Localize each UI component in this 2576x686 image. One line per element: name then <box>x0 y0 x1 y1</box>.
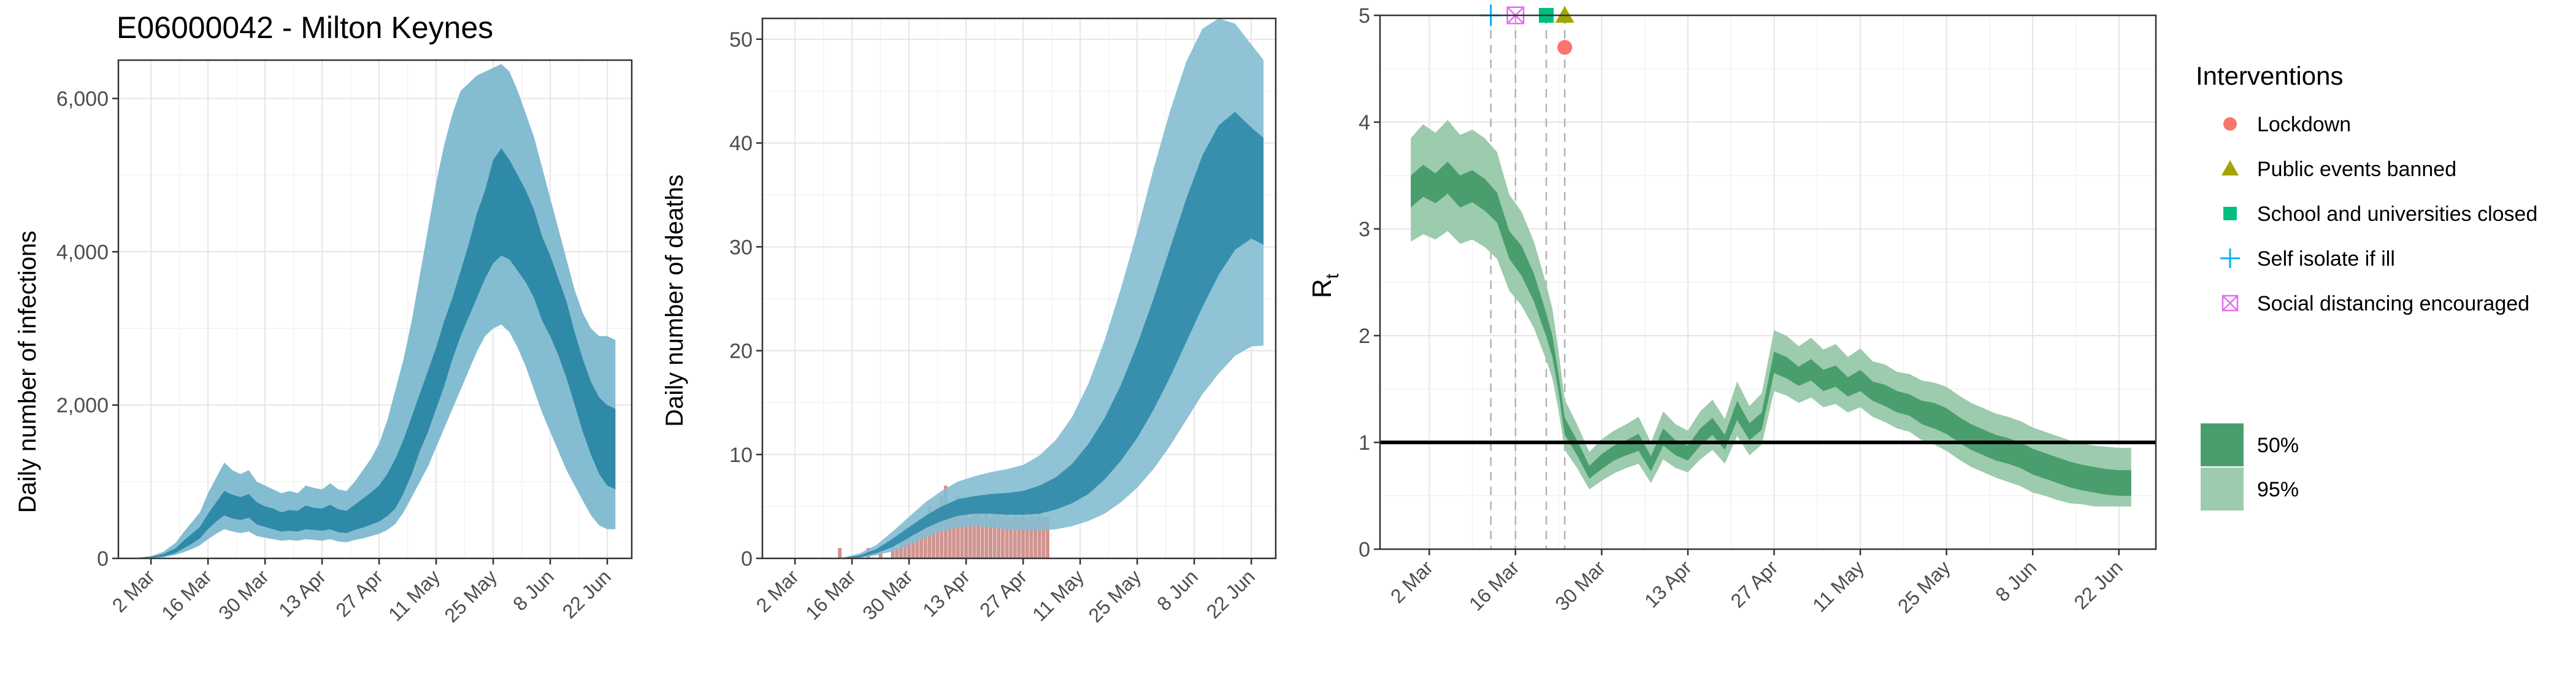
intervention-marker <box>1557 40 1573 55</box>
rt-y-axis-label-sub: t <box>1322 273 1343 279</box>
rt-y-axis-label: Rt <box>1307 273 1343 298</box>
observed-deaths-bar <box>919 527 924 558</box>
legend-label: School and universities closed <box>2257 202 2537 226</box>
ci50-ribbon <box>840 112 1264 559</box>
legend: Interventions Lockdown Public events bann… <box>2196 61 2537 511</box>
y-axis-tick-label: 2,000 <box>56 394 109 417</box>
ci50-ribbon <box>1411 161 2131 496</box>
intervention-marker <box>1555 6 1574 23</box>
y-axis-tick-label: 50 <box>729 28 753 52</box>
observed-deaths-bar <box>989 517 992 558</box>
observed-deaths-bar <box>984 506 989 558</box>
y-axis-tick-label: 0 <box>97 547 109 571</box>
plot-panel-border <box>761 17 1277 560</box>
observed-deaths-bar <box>1009 517 1013 558</box>
observed-deaths-bar <box>915 527 919 558</box>
observed-deaths-bar <box>960 506 964 558</box>
observed-deaths-bar <box>1033 517 1038 558</box>
legend-intervention-items: Lockdown Public events banned School and u… <box>2220 113 2537 315</box>
observed-deaths-bar <box>838 548 842 558</box>
y-axis-tick-label: 4,000 <box>56 241 109 264</box>
chart-title: E06000042 - Milton Keynes <box>117 10 493 45</box>
legend-symbol <box>2221 160 2239 175</box>
observed-deaths-bar <box>952 517 956 558</box>
legend-ci-items: 50% 95% <box>2201 423 2299 511</box>
y-axis-tick-label: 4 <box>1359 111 1370 134</box>
legend-title: Interventions <box>2196 61 2343 90</box>
y-axis-tick-label: 3 <box>1359 218 1370 241</box>
y-axis-tick-label: 10 <box>729 444 753 467</box>
y-axis-tick-label: 6,000 <box>56 87 109 110</box>
observed-deaths-bar <box>895 548 899 558</box>
legend-label: Lockdown <box>2257 113 2351 136</box>
observed-deaths-bar <box>976 496 981 558</box>
y-axis-tick-label: 0 <box>741 547 753 571</box>
plot-panel-border <box>117 59 633 560</box>
observed-deaths-bar <box>992 506 997 558</box>
observed-deaths-bar <box>1037 506 1041 558</box>
observed-deaths-bar <box>1017 517 1021 558</box>
y-axis-tick-label: 20 <box>729 340 753 363</box>
legend-ci-swatch <box>2201 468 2244 511</box>
observed-deaths-bar <box>907 538 911 558</box>
observed-deaths-bar <box>972 506 976 558</box>
observed-deaths-bar <box>1005 506 1009 558</box>
y-axis-tick-label: 0 <box>1359 538 1370 561</box>
legend-label: Self isolate if ill <box>2257 247 2395 271</box>
y-axis-tick-label: 40 <box>729 132 753 155</box>
ci50-ribbon <box>139 148 616 558</box>
observed-deaths-bar <box>964 506 968 558</box>
legend-symbol <box>2223 117 2237 131</box>
observed-deaths-bar <box>1013 506 1017 558</box>
y-axis-tick-label: 2 <box>1359 325 1370 348</box>
observed-deaths-bar <box>1021 506 1025 558</box>
observed-deaths-bar <box>968 517 972 558</box>
legend-ci-label: 50% <box>2257 434 2299 457</box>
observed-deaths-bar <box>980 517 984 558</box>
observed-deaths-bar <box>1041 517 1046 558</box>
observed-deaths-bar <box>948 506 952 558</box>
legend-label: Public events banned <box>2257 158 2456 181</box>
legend-ci-label: 95% <box>2257 478 2299 501</box>
observed-deaths-bar <box>1029 506 1033 558</box>
y-axis-tick-label: 1 <box>1359 431 1370 455</box>
legend-symbol <box>2223 207 2237 220</box>
legend-label: Social distancing encouraged <box>2257 292 2529 315</box>
observed-deaths-bar <box>932 517 935 558</box>
ci95-ribbon <box>1411 120 2131 507</box>
observed-deaths-bar <box>1046 517 1049 558</box>
legend-symbol <box>2221 295 2239 312</box>
observed-deaths-bar <box>997 506 1001 558</box>
observed-deaths-bar <box>911 538 915 558</box>
observed-deaths-bar <box>956 496 960 558</box>
legend-symbol <box>2220 249 2240 268</box>
y-axis-tick-label: 5 <box>1359 4 1370 28</box>
y-axis-tick-label: 30 <box>729 236 753 259</box>
deaths-y-axis-label: Daily number of deaths <box>661 174 688 426</box>
observed-deaths-bar <box>1000 517 1005 558</box>
infections-y-axis-label: Daily number of infections <box>14 231 41 513</box>
rt-y-axis-label-main: R <box>1307 279 1337 298</box>
legend-ci-swatch <box>2201 423 2244 466</box>
plot-panel-border <box>1379 14 2157 550</box>
ci95-ribbon <box>840 18 1264 558</box>
observed-deaths-bar <box>1025 517 1029 558</box>
